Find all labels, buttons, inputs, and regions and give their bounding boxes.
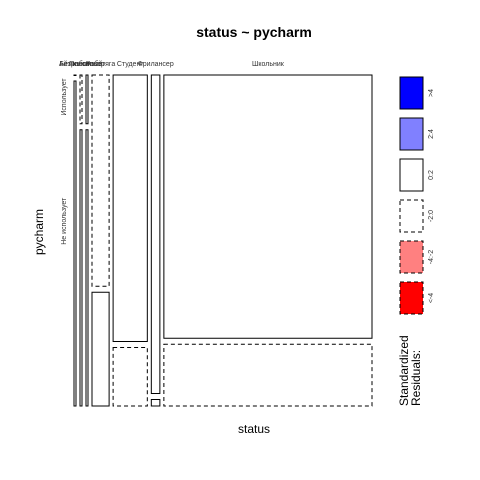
legend: >4 2:4 0:2 -2:0 -4:-2 <-4 StandardizedResidual… xyxy=(397,76,435,406)
cell-uses-col-5 xyxy=(150,74,161,394)
cell-uses-col-4 xyxy=(112,74,148,342)
x-tick-label: Школьник xyxy=(252,61,285,68)
cell-not-uses-col-5 xyxy=(150,399,161,407)
cell-not-uses-col-6 xyxy=(163,343,373,407)
x-axis-title: status xyxy=(238,422,270,436)
cell-uses-col-3 xyxy=(91,74,110,287)
y-tick-label: Использует xyxy=(61,78,68,116)
cell-not-uses-col-3 xyxy=(91,291,110,407)
cell-uses-col-0 xyxy=(73,74,77,76)
cell-not-uses-col-1 xyxy=(79,129,83,407)
legend-label: 2:4 xyxy=(428,129,435,139)
x-tick-label: Студент xyxy=(117,61,144,68)
x-tick-label: Работяга xyxy=(86,60,115,68)
legend-swatch xyxy=(399,240,424,274)
cell-not-uses-col-2 xyxy=(85,129,89,407)
y-tick-labels: Использует Не использует xyxy=(61,78,68,245)
cell-not-uses-col-4 xyxy=(112,347,148,407)
legend-label: >4 xyxy=(428,89,435,97)
mosaic-cells xyxy=(73,74,373,407)
legend-label: -2:0 xyxy=(428,210,435,222)
legend-title: Standardized xyxy=(397,335,411,406)
legend-swatch xyxy=(399,76,424,110)
cell-uses-col-6 xyxy=(163,74,373,339)
y-axis-title: pycharm xyxy=(32,209,46,255)
x-tick-label: Безработный xyxy=(59,60,102,68)
x-tick-label: Фрилансер xyxy=(137,61,173,68)
legend-label: <-4 xyxy=(428,293,435,303)
cell-uses-col-1 xyxy=(79,74,83,125)
y-tick-label: Не использует xyxy=(61,197,68,245)
x-tick-label: Айтишник xyxy=(59,60,92,68)
legend-label: -4:-2 xyxy=(428,250,435,265)
legend-label: 0:2 xyxy=(428,170,435,180)
cell-not-uses-col-0 xyxy=(73,80,77,407)
legend-swatch xyxy=(399,199,424,233)
legend-swatch xyxy=(399,117,424,151)
legend-swatch xyxy=(399,158,424,192)
legend-title: Residuals: xyxy=(409,350,423,406)
cell-uses-col-2 xyxy=(85,74,89,125)
x-tick-label: Пенсионер xyxy=(69,61,105,68)
legend-swatch xyxy=(399,281,424,315)
chart-title: status ~ pycharm xyxy=(196,24,312,40)
